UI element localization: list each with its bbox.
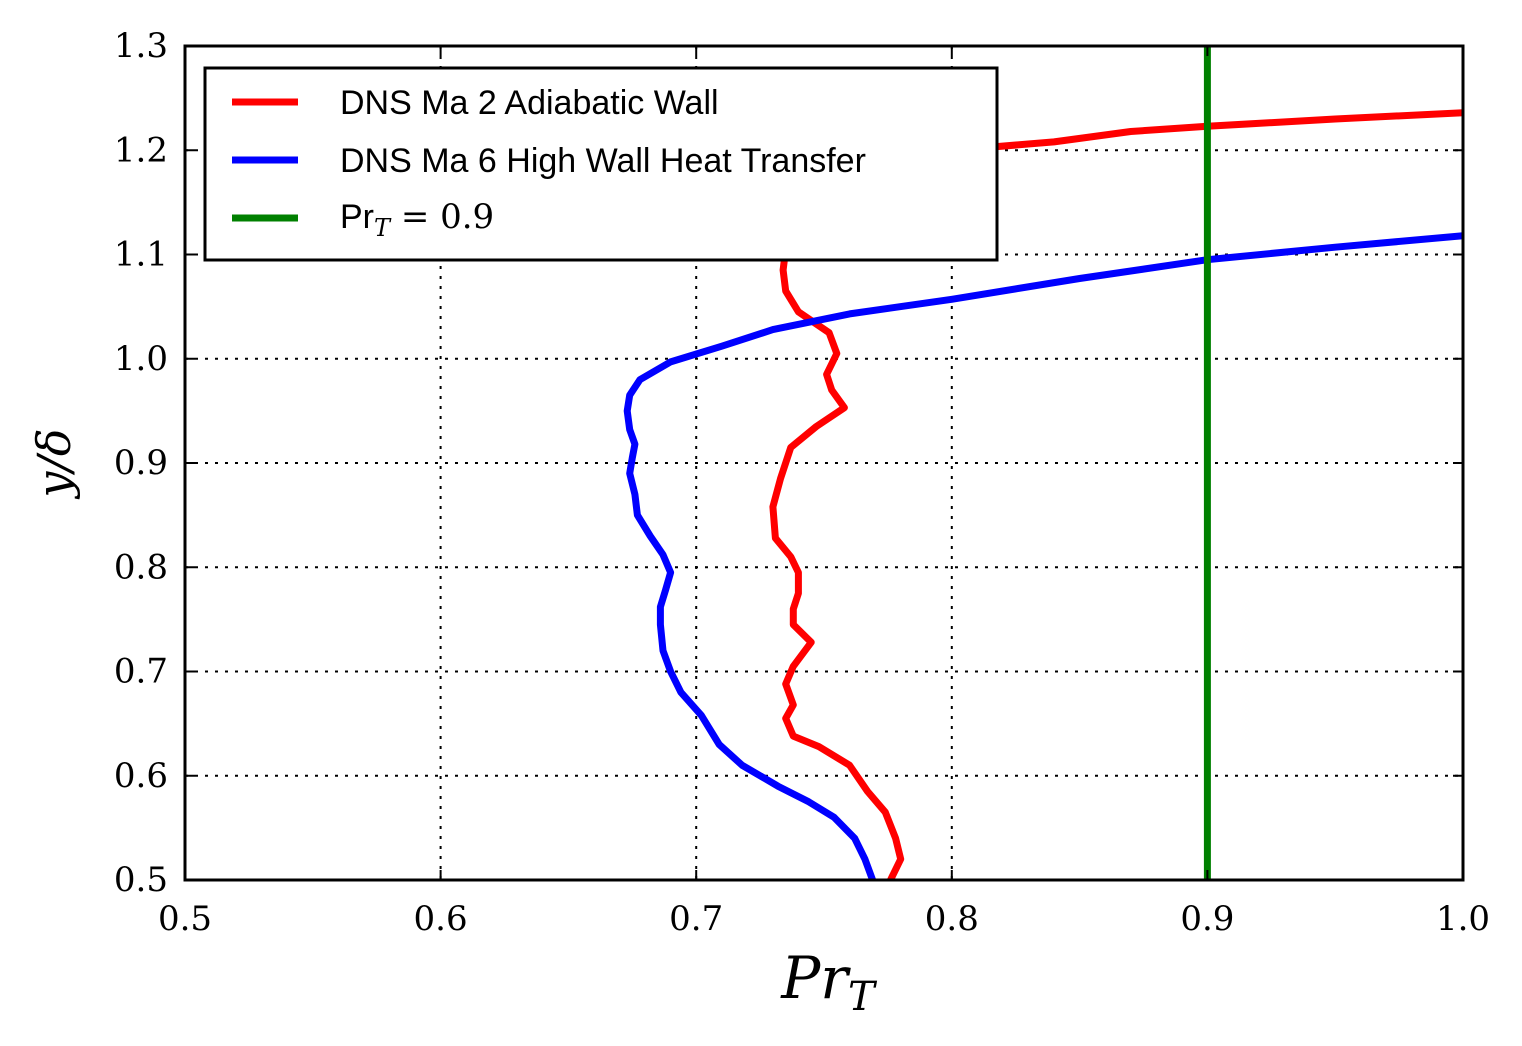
legend-box xyxy=(203,66,999,262)
y-tick-label: 0.8 xyxy=(114,547,168,587)
y-tick-label: 0.7 xyxy=(114,652,168,692)
x-axis-title: PrT xyxy=(780,944,878,1020)
ticks: 0.5 0.6 0.7 0.8 0.9 1.0 0.5 0.6 0.7 0.8 0.9 1.0 1.1 1… xyxy=(114,26,1490,939)
y-tick-label: 0.5 xyxy=(114,860,168,900)
x-tick-label: 0.5 xyxy=(158,899,212,939)
x-tick-label: 0.8 xyxy=(925,899,979,939)
x-tick-label: 0.7 xyxy=(669,899,723,939)
x-tick-label: 0.9 xyxy=(1180,899,1234,939)
y-tick-label: 1.3 xyxy=(114,26,168,66)
y-tick-label: 1.2 xyxy=(114,130,168,170)
legend: DNS Ma 2 Adiabatic Wall DNS Ma 6 High Wa… xyxy=(203,66,999,262)
y-tick-label: 1.0 xyxy=(114,339,168,379)
y-tick-label: 1.1 xyxy=(114,235,168,275)
x-tick-label: 1.0 xyxy=(1436,899,1490,939)
x-tick-label: 0.6 xyxy=(414,899,468,939)
series-line-ma6-heat-transfer xyxy=(623,232,1463,880)
y-tick-label: 0.9 xyxy=(114,443,168,483)
legend-label-prt: PrT = 0.9 xyxy=(340,197,494,242)
legend-label-ma2: DNS Ma 2 Adiabatic Wall xyxy=(340,84,719,122)
y-tick-label: 0.6 xyxy=(114,756,168,796)
y-axis-title: y/δ xyxy=(27,428,81,499)
legend-label-ma6: DNS Ma 6 High Wall Heat Transfer xyxy=(340,142,866,180)
